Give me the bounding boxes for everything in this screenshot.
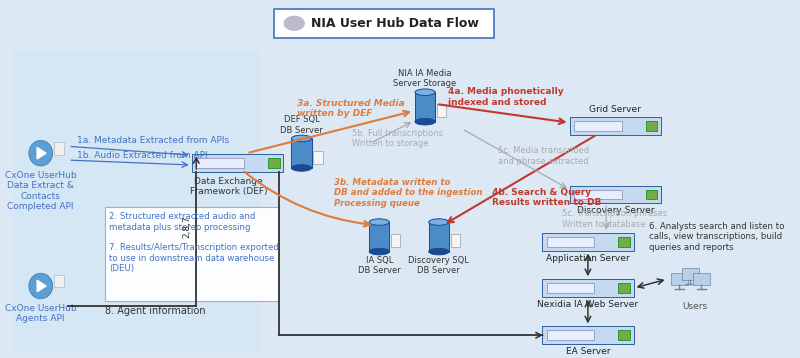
Text: 5c. Transcription phrases
Written to database: 5c. Transcription phrases Written to dat… — [562, 209, 667, 229]
Text: CxOne UserHub
Data Extract &
Contacts
Completed API: CxOne UserHub Data Extract & Contacts Co… — [5, 171, 77, 211]
FancyBboxPatch shape — [618, 330, 630, 340]
Text: 6. Analysts search and listen to
calls, view transcriptions, build
queries and r: 6. Analysts search and listen to calls, … — [650, 222, 785, 252]
Ellipse shape — [429, 219, 449, 225]
Ellipse shape — [429, 248, 449, 255]
FancyBboxPatch shape — [618, 283, 630, 293]
Ellipse shape — [415, 118, 435, 125]
FancyBboxPatch shape — [314, 151, 322, 164]
Text: 5b. Full transcriptions
Written to storage: 5b. Full transcriptions Written to stora… — [352, 129, 443, 148]
Ellipse shape — [370, 248, 390, 255]
FancyBboxPatch shape — [574, 121, 622, 131]
FancyBboxPatch shape — [618, 237, 630, 247]
FancyBboxPatch shape — [54, 275, 63, 287]
FancyBboxPatch shape — [196, 158, 244, 168]
FancyBboxPatch shape — [192, 154, 283, 172]
FancyBboxPatch shape — [546, 237, 594, 247]
Text: Data Exchange
Framework (DEF): Data Exchange Framework (DEF) — [190, 177, 267, 196]
Circle shape — [29, 140, 53, 166]
FancyBboxPatch shape — [429, 222, 449, 252]
FancyBboxPatch shape — [54, 142, 63, 155]
FancyBboxPatch shape — [437, 105, 446, 117]
FancyBboxPatch shape — [542, 279, 634, 297]
FancyBboxPatch shape — [391, 234, 400, 247]
FancyBboxPatch shape — [415, 92, 435, 122]
Text: Discovery Server: Discovery Server — [577, 206, 654, 215]
FancyBboxPatch shape — [542, 233, 634, 251]
Text: 4b. Search & Query
Results written to DB: 4b. Search & Query Results written to DB — [492, 188, 602, 207]
Text: 3a. Structured Media
written by DEF: 3a. Structured Media written by DEF — [297, 99, 405, 118]
FancyBboxPatch shape — [274, 9, 494, 38]
Ellipse shape — [370, 219, 390, 225]
FancyBboxPatch shape — [105, 207, 278, 301]
FancyBboxPatch shape — [574, 190, 622, 199]
Text: Grid Server: Grid Server — [590, 105, 642, 114]
Text: CxOne UserHub
Agents API: CxOne UserHub Agents API — [5, 304, 77, 323]
Text: Discovery SQL
DB Server: Discovery SQL DB Server — [408, 256, 469, 275]
Text: Users: Users — [682, 302, 707, 311]
Text: EA Server: EA Server — [566, 347, 610, 356]
Ellipse shape — [291, 165, 311, 171]
Text: 1a. Metadata Extracted from APIs: 1a. Metadata Extracted from APIs — [78, 136, 230, 145]
Text: 4a. Media phonetically
indexed and stored: 4a. Media phonetically indexed and store… — [448, 87, 563, 107]
FancyBboxPatch shape — [450, 234, 460, 247]
FancyBboxPatch shape — [671, 273, 688, 285]
FancyBboxPatch shape — [570, 117, 661, 135]
FancyBboxPatch shape — [546, 330, 594, 340]
Text: 2,8,7: 2,8,7 — [182, 216, 192, 238]
Ellipse shape — [291, 135, 311, 142]
FancyBboxPatch shape — [646, 121, 658, 131]
FancyBboxPatch shape — [646, 190, 658, 199]
FancyBboxPatch shape — [693, 273, 710, 285]
Text: NIA IA Media
Server Storage: NIA IA Media Server Storage — [394, 69, 457, 88]
Text: 1b. Audio Extracted from API: 1b. Audio Extracted from API — [78, 151, 208, 160]
Circle shape — [29, 273, 53, 299]
Text: 8. Agent information: 8. Agent information — [105, 306, 206, 316]
FancyBboxPatch shape — [14, 50, 260, 353]
FancyBboxPatch shape — [291, 139, 311, 168]
Polygon shape — [37, 147, 46, 159]
FancyBboxPatch shape — [546, 283, 594, 293]
Text: 2. Structured extracted audio and
metadata plus stereo processing

7. Results/Al: 2. Structured extracted audio and metada… — [110, 212, 279, 273]
FancyBboxPatch shape — [268, 158, 279, 168]
Ellipse shape — [415, 89, 435, 96]
Text: 3b. Metadata written to
DB and added to the ingestion
Processing queue: 3b. Metadata written to DB and added to … — [334, 178, 482, 208]
Text: NIA User Hub Data Flow: NIA User Hub Data Flow — [311, 17, 478, 30]
FancyBboxPatch shape — [542, 326, 634, 344]
Text: DEF SQL
DB Server: DEF SQL DB Server — [280, 115, 323, 135]
Text: Application Server: Application Server — [546, 253, 630, 262]
Text: IA SQL
DB Server: IA SQL DB Server — [358, 256, 401, 275]
FancyBboxPatch shape — [570, 186, 661, 203]
FancyBboxPatch shape — [682, 268, 698, 280]
FancyBboxPatch shape — [370, 222, 390, 252]
Text: 5c. Media transcribed
and phrase extracted: 5c. Media transcribed and phrase extract… — [498, 146, 590, 166]
Text: Nexidia IA Web Server: Nexidia IA Web Server — [538, 300, 638, 309]
Polygon shape — [37, 280, 46, 292]
Ellipse shape — [284, 16, 304, 30]
